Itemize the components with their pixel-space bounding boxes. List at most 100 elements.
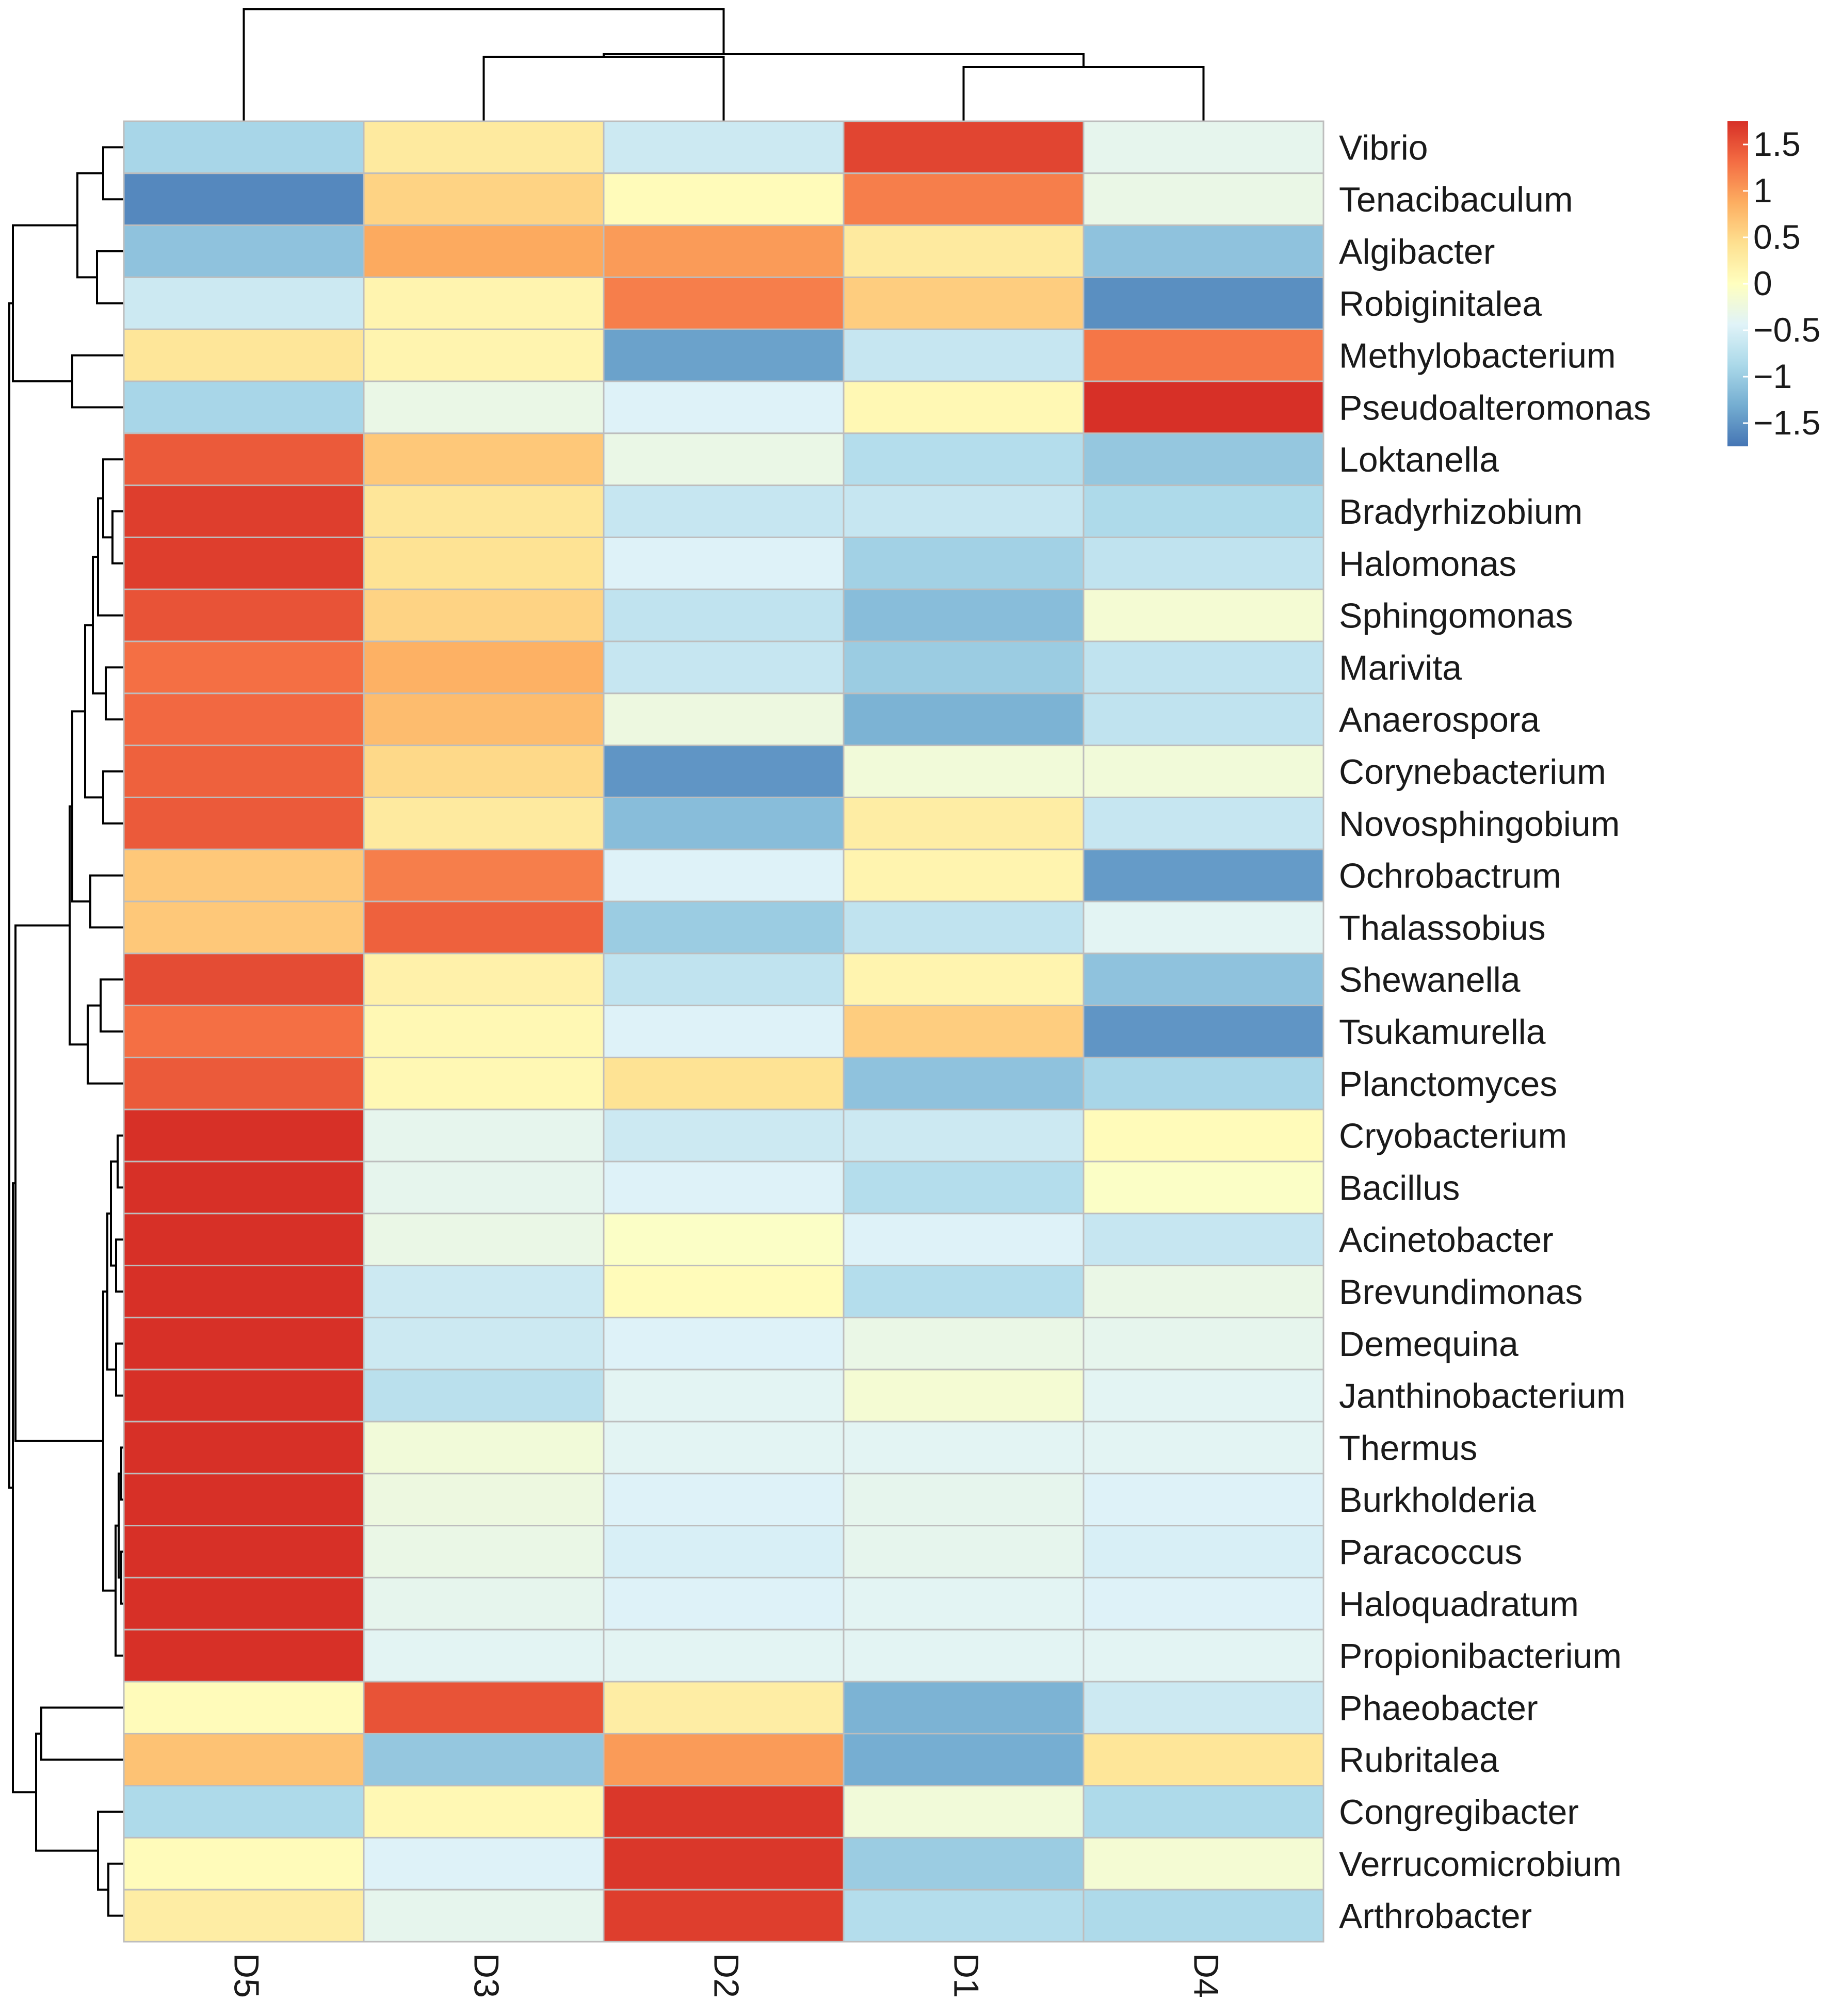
dendrogram-branch (105, 666, 124, 721)
heatmap-cell (123, 432, 365, 487)
heatmap-cell (843, 1525, 1085, 1578)
heatmap-cell (1082, 1421, 1324, 1475)
heatmap-cell (1082, 1213, 1324, 1267)
heatmap-cell (1082, 1836, 1324, 1891)
heatmap-cell (843, 1108, 1085, 1163)
heatmap-cell (363, 1368, 605, 1423)
heatmap-cell (363, 224, 605, 278)
heatmap-cell (123, 1005, 365, 1058)
heatmap-cell (843, 1681, 1085, 1735)
heatmap-cell (603, 1316, 845, 1370)
heatmap-cell (1082, 485, 1324, 538)
row-label: Bacillus (1339, 1168, 1460, 1207)
heatmap-cell (363, 536, 605, 590)
heatmap-cell (843, 1160, 1085, 1215)
color-legend: 1.5 1 0.5 0 −0.5 −1 −1.5 (1727, 121, 1820, 446)
dendrogram-branch (603, 53, 1085, 67)
heatmap-cell (603, 120, 845, 174)
heatmap-cell (603, 1056, 845, 1110)
heatmap-cell (123, 1160, 365, 1215)
heatmap-cell (603, 1889, 845, 1943)
heatmap-cell (1082, 1005, 1324, 1058)
heatmap-cell (843, 120, 1085, 174)
heatmap-cell (363, 796, 605, 850)
heatmap-cell (1082, 1368, 1324, 1423)
heatmap-cell (1082, 588, 1324, 642)
row-label: Thermus (1339, 1428, 1477, 1467)
heatmap-cell (603, 536, 845, 590)
heatmap-cell (363, 432, 605, 487)
heatmap-cell (123, 1889, 365, 1943)
legend-tick-label: −0.5 (1753, 311, 1820, 349)
heatmap-cell (123, 1473, 365, 1527)
heatmap-cell (603, 1213, 845, 1267)
row-label: Halomonas (1339, 544, 1516, 584)
heatmap-cell (363, 172, 605, 227)
heatmap-cell (123, 328, 365, 382)
heatmap-cell (843, 1836, 1085, 1891)
heatmap-cell (1082, 224, 1324, 278)
heatmap-cell (1082, 1265, 1324, 1318)
heatmap-cell (1082, 1733, 1324, 1787)
dendrogram-branch (97, 497, 124, 617)
heatmap-cell (1082, 640, 1324, 695)
heatmap-cell (363, 1576, 605, 1631)
row-label: Paracoccus (1339, 1533, 1522, 1572)
heatmap-cell (363, 1316, 605, 1370)
heatmap-cell (123, 1108, 365, 1163)
heatmap-cell (123, 640, 365, 695)
heatmap-cells (123, 120, 1324, 1943)
dendrogram-branch (96, 250, 124, 304)
row-label: Novosphingobium (1339, 804, 1620, 844)
heatmap-cell (843, 745, 1085, 798)
dendrogram-branch (102, 770, 124, 825)
row-label: Demequina (1339, 1325, 1518, 1364)
heatmap-cell (843, 536, 1085, 590)
heatmap-cell (1082, 276, 1324, 330)
heatmap-cell (363, 1525, 605, 1578)
heatmap-cell (843, 1628, 1085, 1683)
heatmap-cell (123, 536, 365, 590)
dendrogram-branch (40, 1706, 124, 1761)
heatmap-cell (843, 588, 1085, 642)
row-label: Robiginitalea (1339, 284, 1542, 324)
heatmap-cell (1082, 1785, 1324, 1838)
heatmap-cell (603, 1265, 845, 1318)
heatmap-cell (123, 1368, 365, 1423)
heatmap-cell (363, 1421, 605, 1475)
heatmap-cell (603, 1785, 845, 1838)
row-label: Tenacibaculum (1339, 180, 1573, 219)
row-label: Bradyrhizobium (1339, 492, 1582, 531)
heatmap-cell (363, 692, 605, 747)
column-label: D4 (1187, 1953, 1226, 1998)
heatmap-cell (603, 1525, 845, 1578)
heatmap-cell (843, 640, 1085, 695)
heatmap-cell (363, 1681, 605, 1735)
heatmap-cell (603, 1628, 845, 1683)
heatmap-cell (603, 432, 845, 487)
dendrogram-branch (71, 710, 90, 902)
heatmap-cell (1082, 1316, 1324, 1370)
heatmap-cell (123, 276, 365, 330)
dendrogram-branch (87, 1004, 124, 1085)
heatmap-cell (843, 1576, 1085, 1631)
heatmap-cell (843, 1473, 1085, 1527)
row-label: Algibacter (1339, 232, 1495, 271)
row-label: Rubritalea (1339, 1740, 1499, 1780)
heatmap-cell (1082, 380, 1324, 434)
row-label: Congregibacter (1339, 1793, 1579, 1832)
heatmap-cell (123, 224, 365, 278)
heatmap-cell (123, 588, 365, 642)
heatmap-cell (1082, 1889, 1324, 1943)
heatmap-cell (1082, 1681, 1324, 1735)
dendrogram-branch (14, 924, 103, 1442)
dendrogram-branch (102, 1291, 116, 1592)
heatmap-cell (843, 692, 1085, 747)
heatmap-cell (363, 380, 605, 434)
heatmap-cell (363, 1733, 605, 1787)
heatmap-cell (123, 1785, 365, 1838)
heatmap-cell (603, 1473, 845, 1527)
heatmap-cell (123, 692, 365, 747)
heatmap-cell (1082, 432, 1324, 487)
heatmap-cell (123, 1421, 365, 1475)
